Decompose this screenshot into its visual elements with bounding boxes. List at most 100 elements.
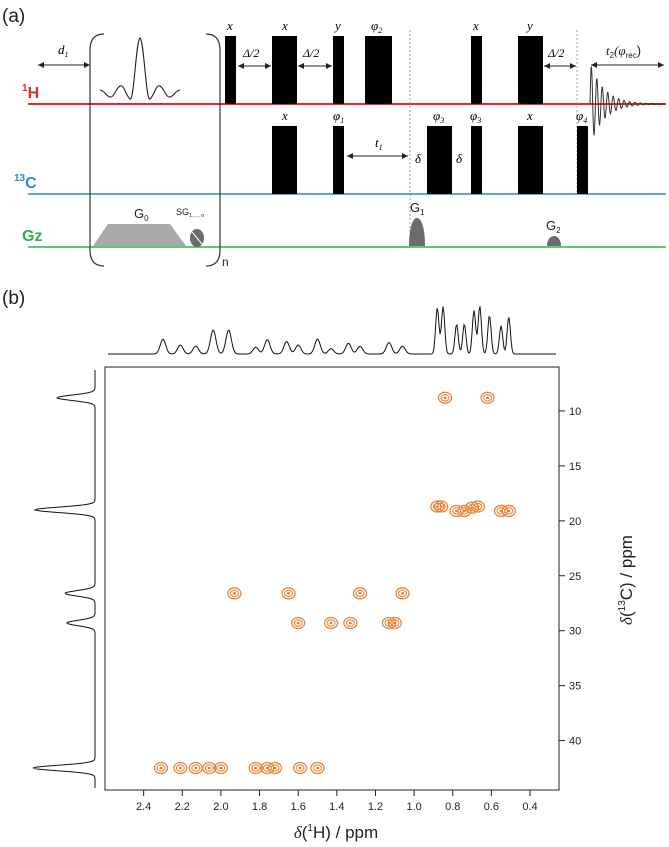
c13-phase-4: φ3	[470, 108, 481, 125]
y-tick-label: 10	[569, 406, 581, 418]
x-tick-label: 1.6	[291, 801, 306, 813]
t1-arrow-head-r	[402, 153, 408, 159]
contour-peak	[202, 761, 217, 775]
fid-signal	[589, 66, 665, 136]
x-axis-ticks: 2.4 2.2 2.0 1.8 1.6 1.4 1.2 1.0 0.8 0.6 0.4	[136, 790, 538, 813]
g2-main: G	[546, 218, 556, 233]
y-axis-sup: 13	[617, 600, 628, 612]
x-axis-prefix: δ	[294, 823, 303, 842]
contour-peak-inner	[504, 507, 514, 515]
loop-count: n	[222, 255, 229, 269]
h1-pulse-90-1	[225, 36, 236, 104]
c13-pulse-180-1	[272, 126, 297, 194]
contour-peak-inner	[204, 764, 214, 772]
c13-name: C	[25, 175, 37, 192]
contour-peak-inner	[390, 619, 400, 627]
contour-peak	[153, 761, 169, 775]
contour-peak-core	[476, 505, 480, 508]
contour-peak-inner	[191, 764, 201, 772]
contour-peak	[501, 504, 516, 518]
contour-peak	[248, 761, 263, 775]
contour-peak	[281, 587, 296, 600]
h1-phase-1: x	[226, 18, 233, 33]
contour-peak	[480, 391, 495, 404]
contour-peak-inner	[216, 764, 226, 772]
sg-sub: 1,..., n	[189, 213, 204, 219]
x-axis-open: (	[302, 823, 308, 842]
contour-peak	[387, 616, 402, 630]
contour-peak	[213, 761, 229, 775]
contour-peak-core	[296, 621, 300, 625]
contour-peak-core	[207, 766, 211, 770]
contour-peak-inner	[312, 764, 323, 772]
contour-peak-core	[358, 592, 362, 595]
contour-peak-core	[286, 592, 291, 595]
panel-a: (a) 1H 13C Gz d1 n G0 SG1,..., n	[2, 6, 666, 269]
h1-phase-3: y	[333, 18, 341, 33]
delta-half-label-3: Δ/2	[547, 46, 564, 60]
y-axis-nucleus: C) / ppm	[617, 535, 636, 600]
panel-b: (b) 2.4 2.2 2.0 1.8 1.6 1.4 1.2 1.0 0.8 0.6 0.4 10…	[2, 288, 636, 842]
contour-peak-inner	[397, 589, 408, 598]
contour-peak-inner	[156, 764, 166, 772]
c13-pulse-90-2	[471, 126, 482, 194]
contour-peak-core	[159, 766, 163, 770]
contour-peak-core	[400, 592, 405, 595]
c13-phase-2-sub: 1	[340, 116, 344, 125]
sg-label: SG1,..., n	[176, 207, 204, 219]
h1-pulse-90-2	[333, 36, 344, 104]
c13-phase-1: x	[281, 108, 288, 123]
contour-peak-core	[439, 505, 443, 508]
x-tick-label: 0.6	[484, 801, 499, 813]
contour-peak-inner	[459, 507, 469, 515]
gz-channel-label: Gz	[22, 228, 42, 245]
y-tick-label: 20	[569, 516, 581, 528]
x-tick-label: 1.8	[252, 801, 267, 813]
c13-phase-3-sub: 3	[439, 116, 444, 125]
x-tick-label: 0.8	[445, 801, 460, 813]
g2-label: G2	[546, 218, 561, 235]
contour-peak-inner	[229, 589, 239, 598]
h1-phase-5: x	[472, 18, 479, 33]
c13-pulse-180-2	[427, 126, 452, 194]
contour-peak-inner	[175, 764, 185, 772]
x-axis-nucleus: H) / ppm	[313, 823, 378, 842]
h1-pulse-180-1	[272, 36, 297, 104]
t2-rec: rec	[626, 51, 637, 60]
c13-phase-4-main: φ	[470, 108, 477, 123]
contour-peak	[323, 616, 339, 630]
g1-label: G1	[410, 200, 425, 217]
h1-phase-4-main: φ	[371, 18, 378, 33]
contour-peaks	[153, 391, 516, 775]
t2-phi: (φ	[614, 43, 626, 58]
c13-phase-2: φ1	[333, 108, 344, 125]
c13-sup: 13	[14, 173, 26, 184]
delta-half-arrow-3-head-l	[544, 63, 550, 69]
x-tick-label: 2.4	[136, 801, 151, 813]
h1-pulse-90-3	[471, 36, 482, 104]
y-tick-label: 30	[569, 626, 581, 638]
contour-peak-core	[507, 509, 511, 513]
contour-peak-core	[273, 766, 277, 770]
delta-half-label-2: Δ/2	[302, 46, 319, 60]
contour-peak-core	[329, 621, 333, 625]
g0-sub: 0	[144, 214, 149, 223]
contour-peak-inner	[293, 619, 303, 627]
t2-label: t2(φrec)	[606, 43, 641, 60]
contour-peak-core	[485, 396, 490, 400]
x-tick-label: 1.0	[406, 801, 421, 813]
c13-phase-6-main: φ	[576, 108, 583, 123]
contour-peak	[227, 587, 242, 600]
t2-arrow-head-l	[591, 62, 597, 68]
h1-name: H	[28, 85, 40, 102]
contour-peak-core	[462, 509, 466, 513]
c13-projection-trace	[32, 370, 96, 788]
x-axis-title: δ(1H) / ppm	[294, 823, 378, 842]
contour-peak-core	[443, 396, 447, 400]
c13-pulse-90-1	[333, 126, 344, 194]
contour-peak-core	[348, 621, 352, 625]
g0-main: G	[134, 206, 144, 221]
loop-bracket-right	[205, 33, 221, 267]
delta-half-label-1: Δ/2	[242, 46, 259, 60]
